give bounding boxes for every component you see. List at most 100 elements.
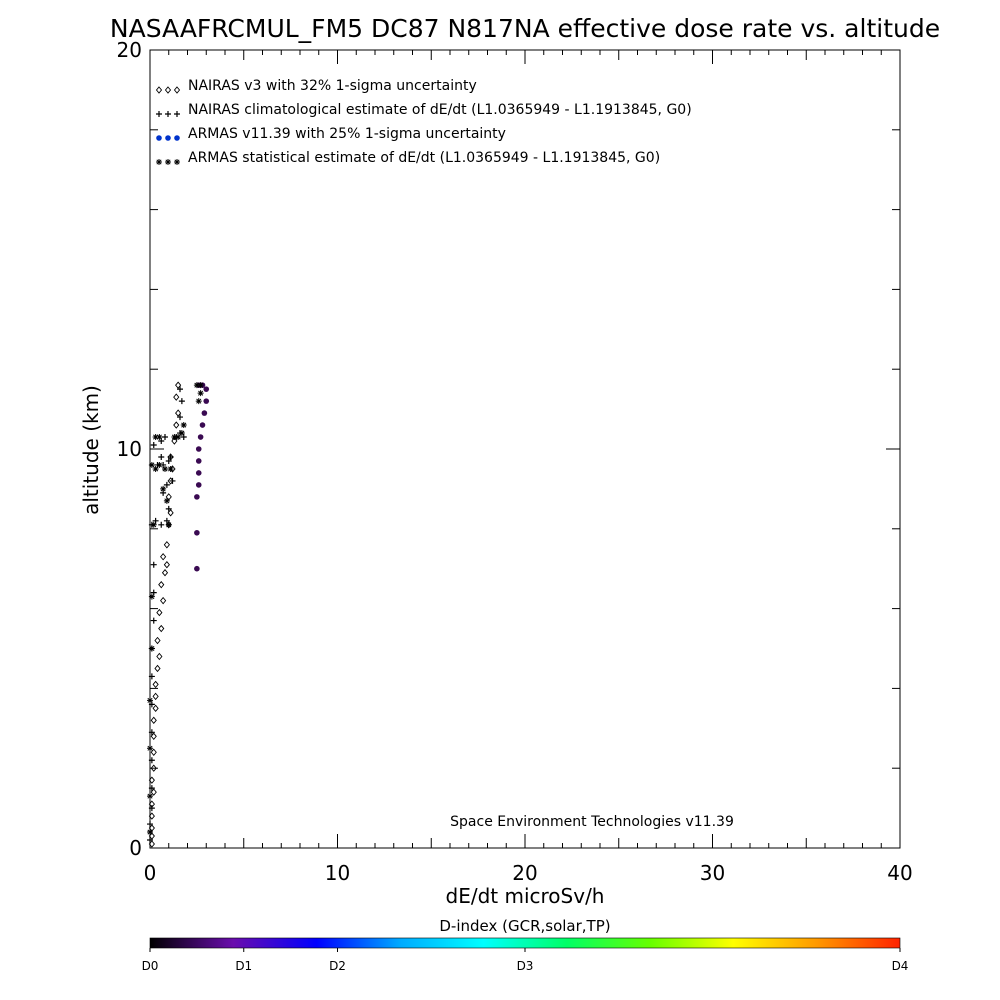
- data-point: [156, 608, 163, 617]
- data-point: [193, 382, 200, 389]
- legend-marker: [155, 86, 163, 94]
- legend-item: ARMAS statistical estimate of dE/dt (L1.…: [156, 150, 660, 166]
- data-point: [163, 541, 170, 549]
- data-point: [152, 680, 159, 689]
- data-point: [167, 465, 174, 472]
- data-point: [152, 434, 159, 441]
- legend-marker: [156, 111, 162, 117]
- data-point: [152, 465, 159, 472]
- data-point: [147, 837, 153, 844]
- legend-label: NAIRAS climatological estimate of dE/dt …: [188, 102, 692, 118]
- colorbar-label: D3: [517, 959, 534, 973]
- data-point: [148, 776, 155, 784]
- axis-ticks: [149, 49, 901, 849]
- y-tick-label: 20: [117, 38, 142, 62]
- data-point: [165, 457, 172, 464]
- x-tick-label: 30: [700, 861, 725, 885]
- data-point: [150, 561, 157, 568]
- colorbar-label: D0: [142, 959, 159, 973]
- series-plus: [147, 386, 187, 844]
- x-tick-label: 0: [144, 861, 157, 885]
- x-tick-label: 10: [325, 861, 350, 885]
- data-point: [197, 434, 204, 440]
- data-point: [195, 470, 202, 476]
- data-point: [156, 434, 163, 441]
- data-point: [150, 442, 157, 449]
- legend-marker: [174, 111, 180, 117]
- data-point: [161, 568, 169, 577]
- series-star: [147, 382, 204, 836]
- colorbar: [149, 937, 901, 949]
- plot-frame: [149, 49, 901, 849]
- data-point: [148, 593, 155, 600]
- data-point: [201, 410, 208, 416]
- data-point: [152, 692, 159, 701]
- data-point: [163, 481, 170, 488]
- legend-label: NAIRAS v3 with 32% 1-sigma uncertainty: [188, 78, 477, 94]
- legend-marker: [174, 159, 180, 165]
- data-point: [148, 805, 155, 812]
- data-point: [175, 381, 182, 389]
- data-point: [150, 716, 157, 725]
- data-point: [147, 697, 153, 704]
- legend-marker: [165, 159, 171, 165]
- data-point: [169, 477, 176, 484]
- data-point: [167, 453, 174, 460]
- data-point: [147, 793, 153, 800]
- data-point: [180, 422, 187, 429]
- data-point: [154, 636, 161, 645]
- data-point: [165, 505, 172, 512]
- data-point: [199, 422, 206, 428]
- legend: NAIRAS v3 with 32% 1-sigma uncertainty NA…: [155, 78, 692, 166]
- data-point: [175, 409, 182, 417]
- data-point: [147, 745, 153, 752]
- data-point: [158, 580, 165, 589]
- x-tick-label: 40: [887, 861, 912, 885]
- data-point: [173, 393, 180, 401]
- data-point: [147, 821, 153, 828]
- data-point: [194, 494, 200, 500]
- data-point: [150, 617, 157, 624]
- colorbar-label: D2: [329, 959, 346, 973]
- data-point: [165, 521, 172, 528]
- colorbar-label: D4: [892, 959, 909, 973]
- data-point: [177, 386, 183, 393]
- data-point: [178, 430, 185, 437]
- data-point: [158, 521, 165, 528]
- legend-item: NAIRAS climatological estimate of dE/dt …: [156, 102, 692, 118]
- legend-item: NAIRAS v3 with 32% 1-sigma uncertainty: [155, 78, 477, 94]
- data-point: [148, 729, 155, 736]
- data-point: [163, 561, 170, 569]
- data-point: [162, 434, 168, 441]
- data-point: [175, 434, 182, 441]
- data-point: [158, 624, 165, 633]
- y-axis-label: altitude (km): [79, 385, 103, 515]
- series-dot: [194, 382, 210, 572]
- data-point: [195, 458, 202, 464]
- data-points: [147, 381, 210, 848]
- legend-marker: [173, 86, 181, 94]
- data-point: [148, 812, 155, 820]
- legend-label: ARMAS statistical estimate of dE/dt (L1.…: [188, 150, 660, 166]
- axis-tick-labels: 0 10 20 30 40 0 10 20: [117, 38, 913, 885]
- data-point: [177, 414, 183, 421]
- data-point: [171, 434, 178, 441]
- data-point: [150, 764, 157, 772]
- data-point: [156, 461, 163, 468]
- data-point: [148, 461, 155, 468]
- chart-title: NASAAFRCMUL_FM5 DC87 N817NA effective do…: [110, 14, 940, 43]
- colorbar-labels: D0 D1 D2 D3 D4: [142, 948, 909, 973]
- data-point: [160, 553, 167, 561]
- data-point: [194, 565, 200, 572]
- data-point: [203, 386, 210, 392]
- legend-marker: [164, 86, 172, 94]
- chart-annotation: Space Environment Technologies v11.39: [450, 814, 734, 830]
- data-point: [163, 497, 170, 504]
- data-point: [148, 673, 155, 680]
- legend-marker: [174, 135, 180, 141]
- series-diamond: [148, 381, 182, 848]
- data-point: [197, 390, 204, 397]
- legend-item: ARMAS v11.39 with 25% 1-sigma uncertaint…: [156, 126, 506, 142]
- data-point: [173, 421, 180, 429]
- data-point: [147, 829, 153, 836]
